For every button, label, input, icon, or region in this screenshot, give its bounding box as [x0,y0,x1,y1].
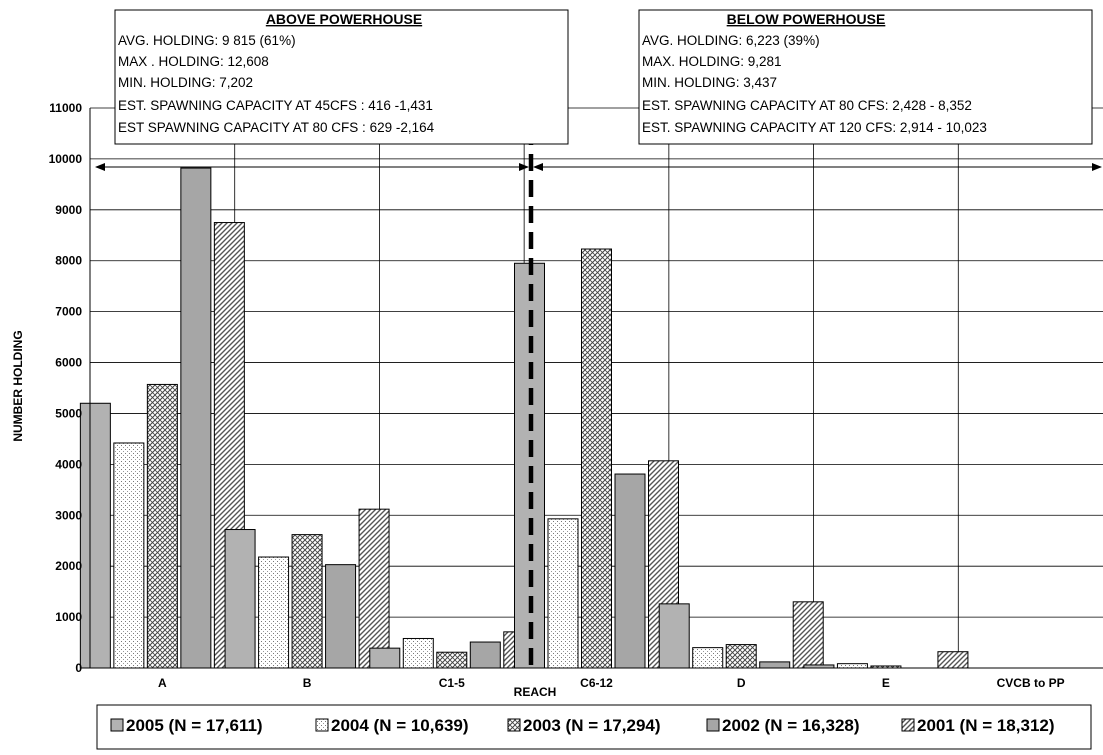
bar [402,637,434,669]
bar [325,564,357,669]
below-line-2: MAX. HOLDING: 9,281 [642,54,782,69]
bar [725,644,757,669]
above-line-2: MAX . HOLDING: 12,608 [118,54,269,69]
x-tick-label: D [737,676,746,690]
legend-label: 2004 (N = 10,639) [331,716,469,735]
below-line-3: MIN. HOLDING: 3,437 [642,75,777,90]
below-line-4: EST. SPAWNING CAPACITY AT 80 CFS: 2,428 … [642,98,972,113]
axes: 0 1000 2000 3000 4000 5000 6000 7000 8000 9000 100… [49,101,1103,690]
y-tick-label: 7000 [55,305,82,319]
bar [436,651,468,669]
bar [759,661,791,669]
above-line-1: AVG. HOLDING: 9 815 (61%) [118,33,296,48]
bar [113,442,145,669]
x-tick-label: A [158,676,167,690]
y-tick-label: 10000 [49,152,83,166]
bar [792,601,824,669]
bar [658,603,690,669]
below-line-5: EST. SPAWNING CAPACITY AT 120 CFS: 2,914… [642,120,987,135]
x-tick-label: C6-12 [580,676,613,690]
y-tick-label: 3000 [55,508,82,522]
above-powerhouse-title: ABOVE POWERHOUSE [266,11,422,27]
bar [614,473,646,669]
legend-swatch [507,718,521,732]
above-line-4: EST. SPAWNING CAPACITY AT 45CFS : 416 -1… [118,98,433,113]
bar [180,167,212,669]
bar [547,518,579,669]
legend-label: 2003 (N = 17,294) [523,716,661,735]
bar [937,651,969,669]
y-axis-title: NUMBER HOLDING [11,330,25,441]
legend-frame [96,704,1092,750]
legend-label: 2005 (N = 17,611) [126,716,263,735]
powerhouse-divider [95,128,1102,668]
bar [469,641,501,669]
bar [581,248,612,669]
x-tick-label: B [303,676,312,690]
legend-label: 2001 (N = 18,312) [917,716,1055,735]
bar [258,556,290,669]
bar [358,508,390,669]
legend-swatch [706,718,720,732]
bar [146,383,178,669]
y-tick-label: 1000 [55,610,82,624]
bar [79,402,111,669]
x-tick-label: C1-5 [439,676,465,690]
y-tick-label: 0 [75,661,82,675]
legend-swatch [315,718,329,732]
x-tick-label: E [882,676,890,690]
above-line-3: MIN. HOLDING: 7,202 [118,75,253,90]
y-tick-label: 8000 [55,254,82,268]
y-tick-label: 5000 [55,406,82,420]
x-axis-title: REACH [514,685,557,699]
y-tick-label: 2000 [55,559,82,573]
bar [836,663,868,669]
bar [369,647,401,669]
below-powerhouse-box: BELOW POWERHOUSE AVG. HOLDING: 6,223 (39… [638,9,1093,145]
legend-swatch [110,718,124,732]
below-powerhouse-title: BELOW POWERHOUSE [727,11,886,27]
bar [291,534,323,669]
legend-swatch [901,718,915,732]
bars [79,167,969,669]
bar [692,647,724,669]
x-tick-label: CVCB to PP [997,676,1065,690]
y-tick-label: 6000 [55,356,82,370]
legend: 2005 (N = 17,611) 2004 (N = 10,639) 2003 (… [96,704,1092,750]
below-line-1: AVG. HOLDING: 6,223 (39%) [642,33,820,48]
y-tick-label: 9000 [55,203,82,217]
y-tick-label: 4000 [55,457,82,471]
y-tick-label: 11000 [49,101,82,115]
above-powerhouse-box: ABOVE POWERHOUSE AVG. HOLDING: 9 815 (61… [114,9,569,145]
legend-label: 2002 (N = 16,328) [722,716,860,735]
bar [224,529,256,669]
above-line-5: EST SPAWNING CAPACITY AT 80 CFS : 629 -2… [118,120,435,135]
